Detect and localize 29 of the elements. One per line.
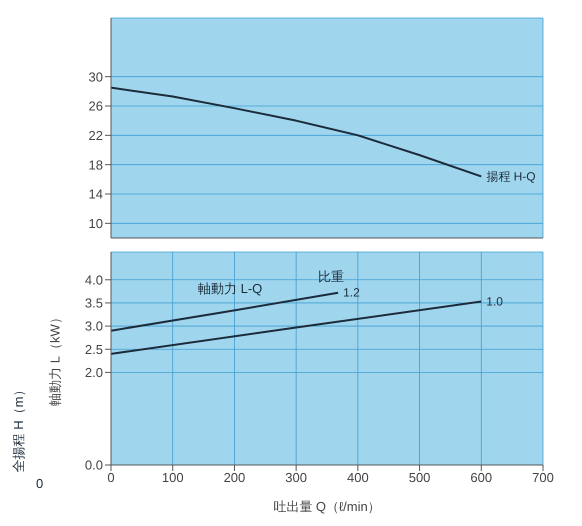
y-tick-label: 0.0 [84, 458, 103, 473]
x-tick-label: 0 [107, 470, 115, 486]
x-tick-label: 300 [285, 470, 307, 486]
y-axis-title: 軸動力 L（kW） [48, 311, 63, 406]
series-label: 1.2 [343, 286, 360, 300]
text: 全揚程 H（m） [10, 384, 27, 472]
y-tick-label: 26 [88, 98, 103, 114]
y-tick-label: 22 [88, 128, 103, 143]
series-label: 揚程 H-Q [486, 169, 536, 184]
y-tick-label: 3.0 [84, 318, 103, 334]
x-tick-label: 100 [162, 470, 184, 486]
x-tick-label: 700 [532, 470, 554, 486]
x-tick-label: 500 [408, 470, 430, 486]
x-tick-label: 400 [347, 470, 369, 486]
y-tick-label: 10 [88, 216, 103, 231]
x-tick-label: 600 [470, 470, 492, 486]
x-axis-title: 吐出量 Q（ℓ/min） [273, 499, 381, 514]
y-tick-label: 14 [88, 186, 103, 202]
series-label: 1.0 [486, 294, 504, 309]
line-series [111, 86, 482, 178]
y-tick-label: 4.0 [84, 272, 103, 288]
y-tick-label: 2.5 [84, 342, 103, 357]
y-tick-label: 30 [88, 69, 103, 84]
x-tick-label: 200 [224, 470, 246, 486]
annotation: 軸動力 L-Q [198, 280, 262, 298]
annotation: 比重 [318, 268, 344, 286]
y-tick-label: 3.5 [84, 296, 103, 311]
y-tick-label: 18 [88, 157, 103, 172]
y-tick-label: 2.0 [84, 365, 103, 380]
